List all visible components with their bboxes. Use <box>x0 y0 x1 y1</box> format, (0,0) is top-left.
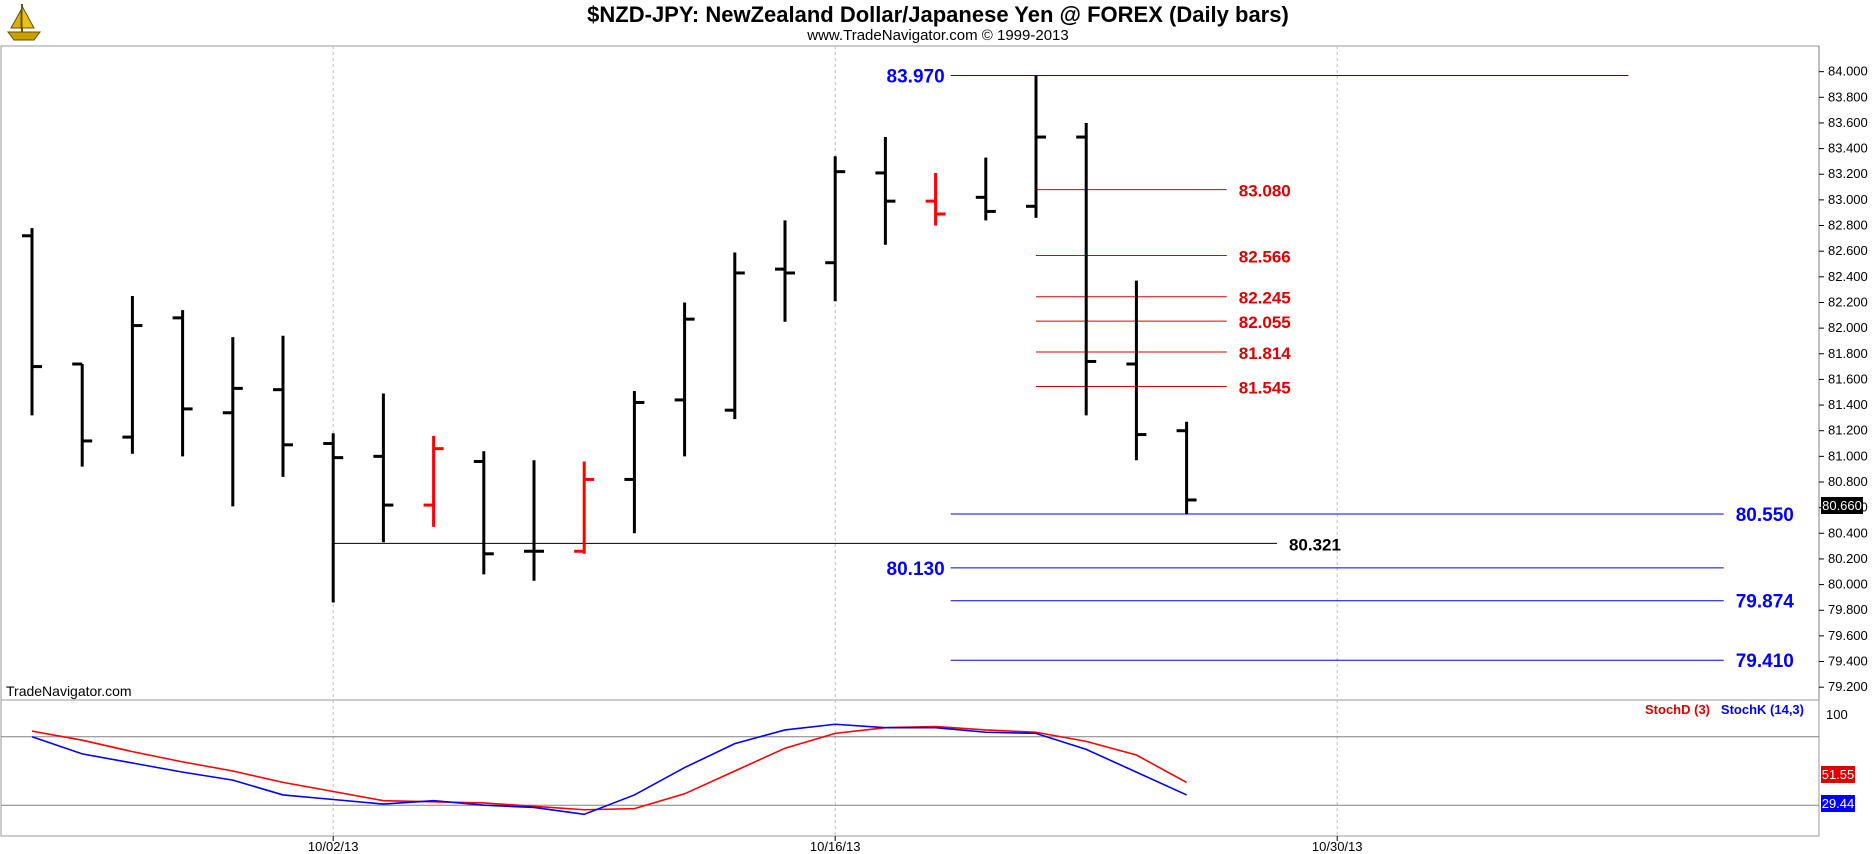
ohlc-bar <box>1176 421 1197 515</box>
price-tick-label: 83.400 <box>1828 141 1868 156</box>
price-tick-label: 79.800 <box>1828 602 1868 617</box>
ohlc-bar <box>72 362 93 467</box>
price-tick-label: 82.000 <box>1828 320 1868 335</box>
date-tick-label: 10/30/13 <box>1312 839 1363 854</box>
price-tick-label: 80.200 <box>1828 551 1868 566</box>
price-tick-label: 81.600 <box>1828 371 1868 386</box>
price-level-label: 80.321 <box>1289 535 1341 554</box>
last-price-box <box>1821 497 1863 514</box>
sailing-ship-logo-icon <box>7 4 41 41</box>
ohlc-bar <box>1026 75 1046 218</box>
last-price-label: 80.660 <box>1822 498 1862 513</box>
price-tick-label: 80.800 <box>1828 474 1868 489</box>
ohlc-bar <box>624 390 645 534</box>
ohlc-bar <box>1126 280 1147 461</box>
ohlc-bar <box>172 310 193 457</box>
stochd-last-box <box>1821 766 1855 783</box>
stochk-line <box>31 723 1187 816</box>
price-tick-label: 81.400 <box>1828 397 1868 412</box>
ohlc-bar <box>1076 122 1097 416</box>
price-tick-label: 82.400 <box>1828 269 1868 284</box>
price-level-label: 79.874 <box>1736 592 1795 613</box>
price-level-label: 81.814 <box>1239 344 1292 363</box>
header-band <box>0 0 1876 46</box>
stochastic-panel <box>1 723 1819 816</box>
price-level-label: 83.080 <box>1239 182 1291 201</box>
price-level-label: 83.970 <box>887 66 945 87</box>
price-tick-label: 83.800 <box>1828 89 1868 104</box>
ohlc-bar <box>975 157 996 221</box>
ohlc-bar <box>373 393 394 543</box>
price-tick-label: 83.000 <box>1828 192 1868 207</box>
ohlc-bar <box>122 296 143 454</box>
date-tick-label: 10/02/13 <box>308 839 359 854</box>
ohlc-bar <box>825 156 846 302</box>
stoch-tick-100: 100 <box>1826 707 1848 722</box>
ohlc-bar <box>925 172 946 226</box>
legend-stochk: StochK (14,3) <box>1721 702 1804 717</box>
ohlc-bars <box>22 75 1197 603</box>
price-tick-label: 82.200 <box>1828 294 1868 309</box>
price-axis: 79.200 79.400 79.600 79.800 80.000 80.200 80.4… <box>1819 64 1868 694</box>
price-tick-label: 80.000 <box>1828 577 1868 592</box>
ohlc-bar <box>775 220 795 322</box>
price-tick-label: 81.000 <box>1828 448 1868 463</box>
ohlc-bar <box>524 460 544 581</box>
price-tick-label: 82.800 <box>1828 218 1868 233</box>
price-tick-label: 84.000 <box>1828 64 1868 79</box>
ohlc-bar <box>724 252 745 420</box>
price-level-label: 82.245 <box>1239 289 1291 308</box>
stoch-plot-frame <box>0 699 1820 837</box>
ohlc-bar <box>323 433 344 603</box>
ohlc-bar <box>674 302 695 457</box>
ohlc-bar <box>22 228 42 416</box>
stochd-line <box>31 725 1187 811</box>
price-tick-label: 82.600 <box>1828 243 1868 258</box>
ohlc-bar <box>574 461 595 554</box>
stochk-last-box <box>1821 795 1855 812</box>
price-level-label: 79.410 <box>1736 651 1794 672</box>
price-level-label: 80.130 <box>887 559 945 580</box>
ohlc-bar <box>273 335 293 477</box>
price-level-label: 82.055 <box>1239 313 1291 332</box>
ohlc-bar <box>473 451 494 575</box>
watermark: TradeNavigator.com <box>6 683 132 699</box>
main-plot-frame <box>0 45 1820 701</box>
price-tick-label: 83.600 <box>1828 115 1868 130</box>
ohlc-bar <box>222 337 243 507</box>
price-tick-label: 79.200 <box>1828 679 1868 694</box>
price-levels: 83.970 83.080 82.566 82.245 82.055 81.814 81.5… <box>333 66 1794 672</box>
price-tick-label: 83.200 <box>1828 166 1868 181</box>
price-tick-label: 79.600 <box>1828 628 1868 643</box>
price-tick-label: 81.200 <box>1828 423 1868 438</box>
price-tick-label: 79.400 <box>1828 654 1868 669</box>
date-tick-label: 10/16/13 <box>810 839 861 854</box>
ohlc-bar <box>423 435 444 527</box>
chart-title: $NZD-JPY: NewZealand Dollar/Japanese Yen… <box>587 2 1289 27</box>
price-level-label: 81.545 <box>1239 378 1291 397</box>
price-level-label: 80.550 <box>1736 505 1794 526</box>
stochd-last-label: 51.55 <box>1822 767 1855 782</box>
price-level-label: 82.566 <box>1239 248 1291 267</box>
ohlc-bar <box>875 137 896 245</box>
stochk-last-label: 29.44 <box>1822 796 1855 811</box>
price-tick-label: 81.800 <box>1828 346 1868 361</box>
legend-stochd: StochD (3) <box>1645 702 1710 717</box>
price-tick-label: 80.400 <box>1828 525 1868 540</box>
chart-subtitle: www.TradeNavigator.com © 1999-2013 <box>806 27 1068 44</box>
date-axis: 10/02/13 10/16/13 10/30/13 <box>308 836 1363 854</box>
